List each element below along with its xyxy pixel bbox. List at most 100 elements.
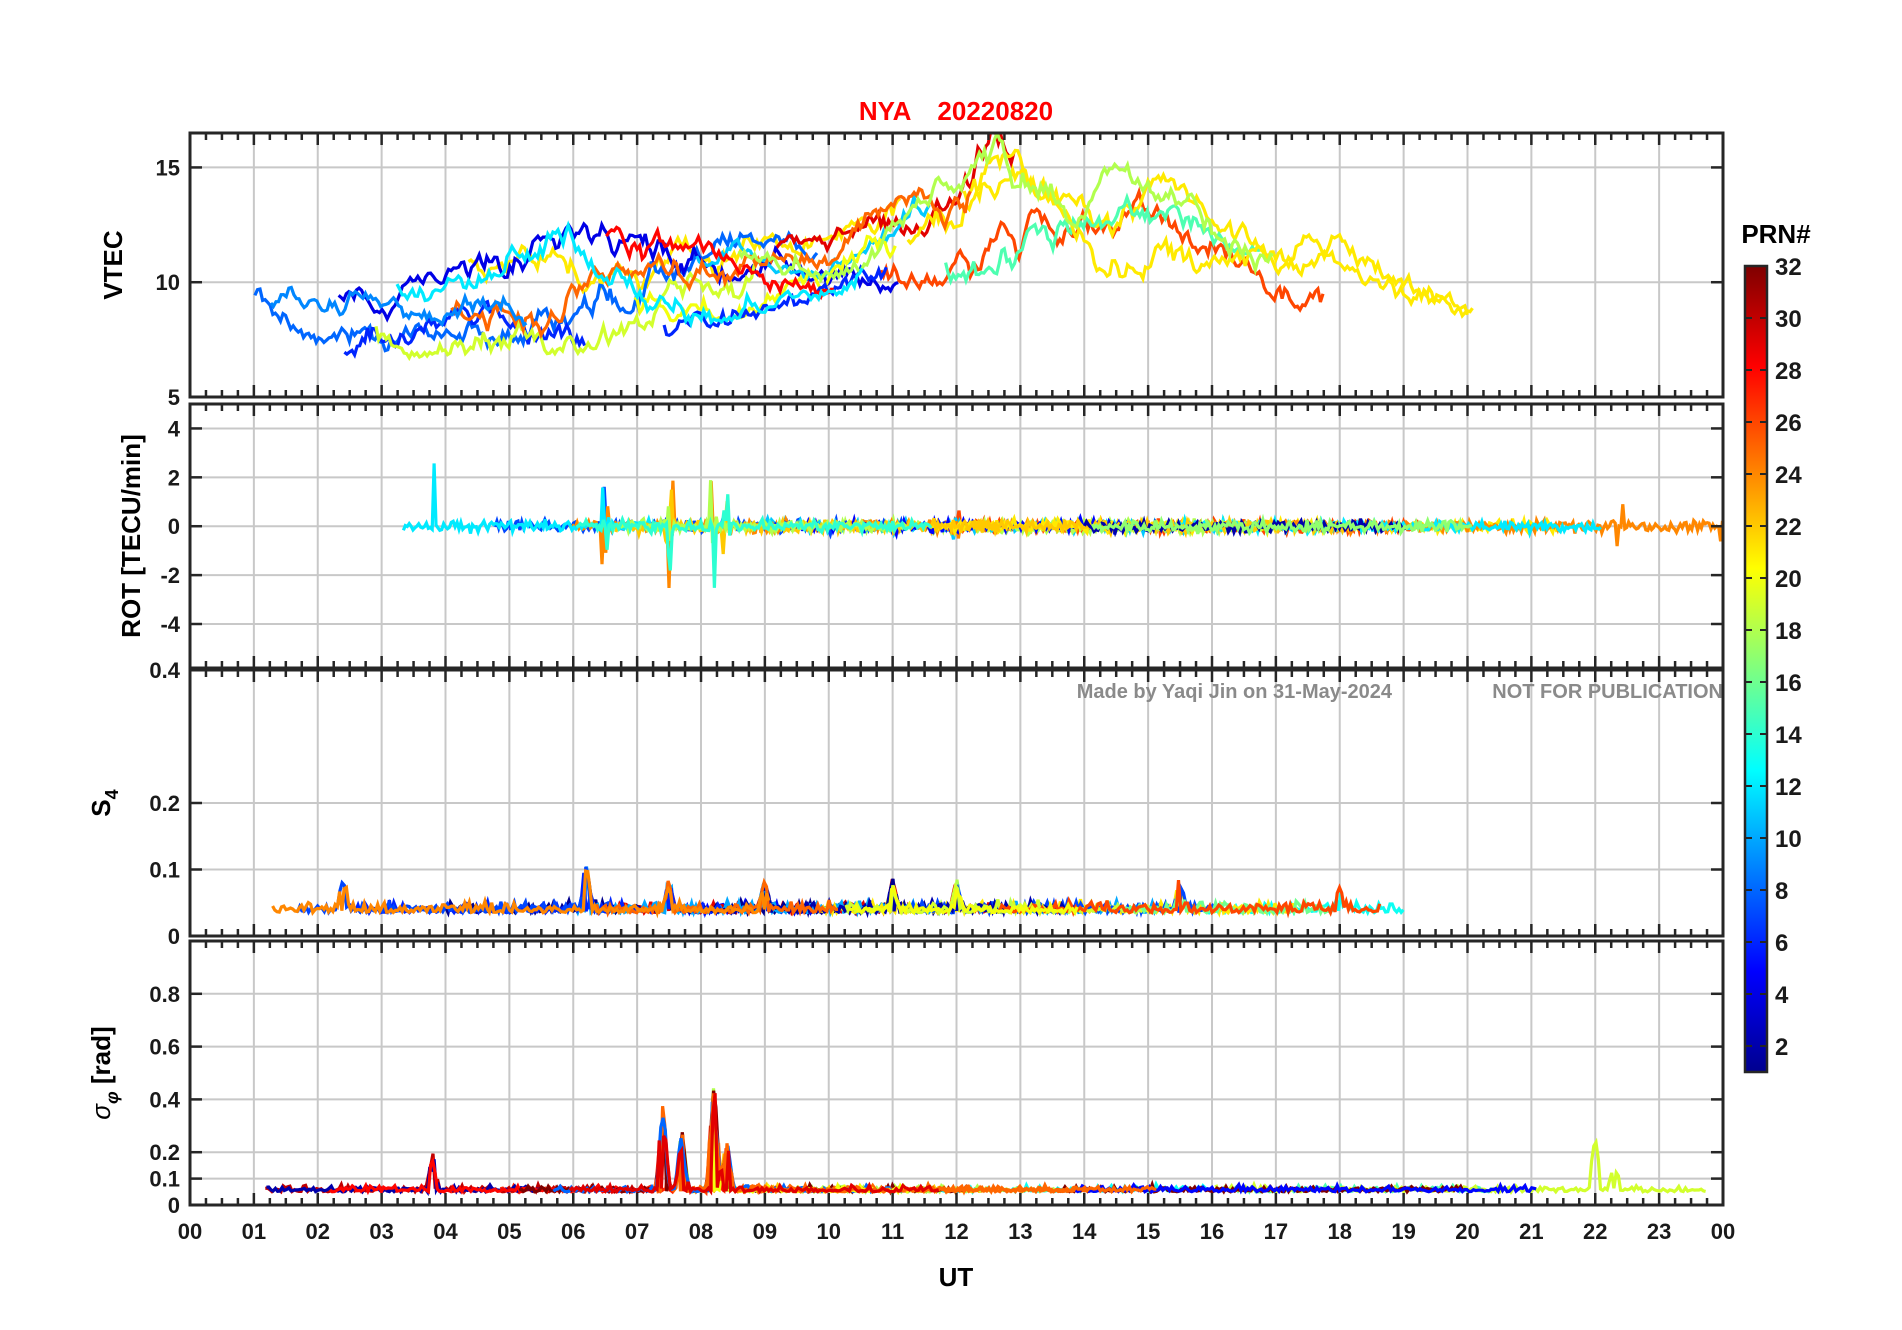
- vtec-series-prn-line: [450, 186, 972, 340]
- colorbar-tick-label: 20: [1775, 566, 1802, 593]
- s4-y-tick-label: 0.4: [149, 658, 180, 683]
- x-tick-label: 01: [242, 1219, 266, 1244]
- colorbar-tick-label: 8: [1775, 878, 1788, 905]
- vtec-series-prn-line: [774, 133, 1016, 254]
- colorbar-tick-label: 16: [1775, 670, 1802, 697]
- s4-y-tick-label: 0.2: [149, 791, 180, 816]
- s4-y-tick-label: 0.1: [149, 858, 180, 883]
- vtec-series-prn-line: [343, 299, 587, 359]
- colorbar-title: PRN#: [1741, 219, 1811, 249]
- title-station: NYA: [859, 96, 912, 126]
- sigma-phi-panel: 00.10.2 0.4 0.6 0.8 σφ [rad] 00 01 02 03 04 05 06 07…: [86, 939, 1735, 1244]
- vtec-series-prn-line: [467, 197, 902, 295]
- watermark-notice: NOT FOR PUBLICATION: [1492, 681, 1723, 703]
- sigma_phi-y-tick-label: 0: [168, 1193, 180, 1218]
- x-tick-label: 20: [1455, 1219, 1479, 1244]
- s4-series-prn-line: [271, 869, 771, 919]
- x-tick-label: 03: [369, 1219, 393, 1244]
- title-date: 20220820: [937, 96, 1053, 126]
- colorbar-tick-label: 18: [1775, 618, 1802, 645]
- vtec-series-prn-line: [944, 192, 1260, 286]
- x-tick-label: 15: [1136, 1219, 1160, 1244]
- x-tick-label: 04: [433, 1219, 458, 1244]
- sigma_phi-series-group: [265, 1088, 1706, 1197]
- vtec-y-tick-label: 5: [168, 385, 180, 410]
- x-tick-label: 17: [1264, 1219, 1288, 1244]
- colorbar-tick-label: 6: [1775, 930, 1788, 957]
- sigma_phi-y-tick-label: 0.8: [149, 982, 180, 1007]
- x-tick-label: 12: [944, 1219, 968, 1244]
- vtec-panel: 5 10 15 VTEC: [98, 131, 1725, 410]
- x-axis-label: UT: [939, 1262, 974, 1292]
- x-tick-label: 16: [1200, 1219, 1224, 1244]
- rot-y-tick-label: -2: [160, 563, 180, 588]
- rot-y-tick-label: 0: [168, 514, 180, 539]
- vtec-series-prn-line: [633, 234, 897, 323]
- sigma_phi-y-tick-label: 0.2: [149, 1140, 180, 1165]
- vtec-series-prn-line: [906, 163, 1469, 316]
- colorbar-tick-label: 24: [1775, 462, 1802, 489]
- colorbar-tick-label: 30: [1775, 306, 1802, 333]
- colorbar-tick-label: 12: [1775, 774, 1802, 801]
- rot-y-tick-label: -4: [160, 612, 180, 637]
- x-tick-label: 05: [497, 1219, 521, 1244]
- vtec-y-tick-label: 10: [156, 270, 180, 295]
- s4-y-axis-label: S4: [86, 789, 122, 816]
- rot-series-group: [401, 463, 1723, 588]
- x-tick-label: 07: [625, 1219, 649, 1244]
- vtec-series-prn-line: [605, 225, 834, 301]
- x-tick-label: 08: [689, 1219, 713, 1244]
- sigma_phi-y-axis-label: σφ [rad]: [86, 1026, 122, 1119]
- figure-title: NYA 20220820: [859, 96, 1053, 126]
- x-tick-label: 23: [1647, 1219, 1671, 1244]
- x-tick-label: 10: [817, 1219, 841, 1244]
- rot-y-axis-label: ROT [TECU/min]: [116, 434, 146, 638]
- sigma_phi-y-tick-label: 0.4: [149, 1087, 180, 1112]
- vtec-y-tick-label: 15: [156, 155, 180, 180]
- rot-series-prn-line: [1090, 513, 1473, 538]
- colorbar-tick-label: 14: [1775, 722, 1802, 749]
- vtec-series-prn-line: [695, 190, 931, 282]
- rot-series-prn-line: [401, 463, 656, 538]
- colorbar-tick-label: 10: [1775, 826, 1802, 853]
- s4-y-tick-label: 0: [168, 924, 180, 949]
- x-tick-label: 14: [1072, 1219, 1097, 1244]
- rot-series-prn-line: [575, 494, 933, 588]
- rot-y-tick-label: 2: [168, 465, 180, 490]
- vtec-series-prn-line: [269, 285, 528, 328]
- sigma_phi-y-tick-label: 0.6: [149, 1035, 180, 1060]
- x-tick-label: 02: [306, 1219, 330, 1244]
- rot-panel: -4 -2 0 2 4 ROT [TECU/min]: [116, 402, 1725, 670]
- x-tick-label: 06: [561, 1219, 585, 1244]
- colorbar-scale: [1743, 264, 1769, 1074]
- rot-y-tick-label: 4: [168, 416, 181, 441]
- x-tick-label: 13: [1008, 1219, 1032, 1244]
- colorbar-tick-label: 2: [1775, 1034, 1788, 1061]
- s4-panel: 0 0.1 0.2 0.4 S4: [86, 658, 1725, 949]
- sigma_phi-series-prn-line: [568, 1093, 940, 1196]
- colorbar-tick-label: 22: [1775, 514, 1802, 541]
- sigma_phi-series-prn-line: [1074, 1181, 1537, 1195]
- watermark-author: Made by Yaqi Jin on 31-May-2024: [1077, 681, 1393, 703]
- s4-series-group: [271, 866, 1405, 919]
- s4-series-prn-line: [848, 885, 1079, 917]
- colorbar-tick-label: 32: [1775, 254, 1802, 281]
- x-tick-label: 21: [1519, 1219, 1543, 1244]
- colorbar-tick-label: 4: [1775, 982, 1789, 1009]
- sigma_phi-y-tick-label: 0.1: [149, 1167, 180, 1192]
- x-tick-label: 19: [1391, 1219, 1415, 1244]
- vtec-series-prn-line: [337, 220, 899, 323]
- x-tick-label: 09: [753, 1219, 777, 1244]
- vtec-y-axis-label: VTEC: [98, 230, 128, 300]
- x-tick-label: 00: [178, 1219, 202, 1244]
- vtec-series-group: [253, 133, 1474, 362]
- vtec-series-prn-line: [395, 220, 864, 329]
- x-tick-label: 00: [1711, 1219, 1735, 1244]
- colorbar-tick-label: 26: [1775, 410, 1802, 437]
- x-tick-label: 11: [881, 1219, 904, 1244]
- colorbar-tick-label: 28: [1775, 358, 1802, 385]
- vtec-series-prn-line: [737, 133, 1274, 284]
- x-tick-label: 22: [1583, 1219, 1607, 1244]
